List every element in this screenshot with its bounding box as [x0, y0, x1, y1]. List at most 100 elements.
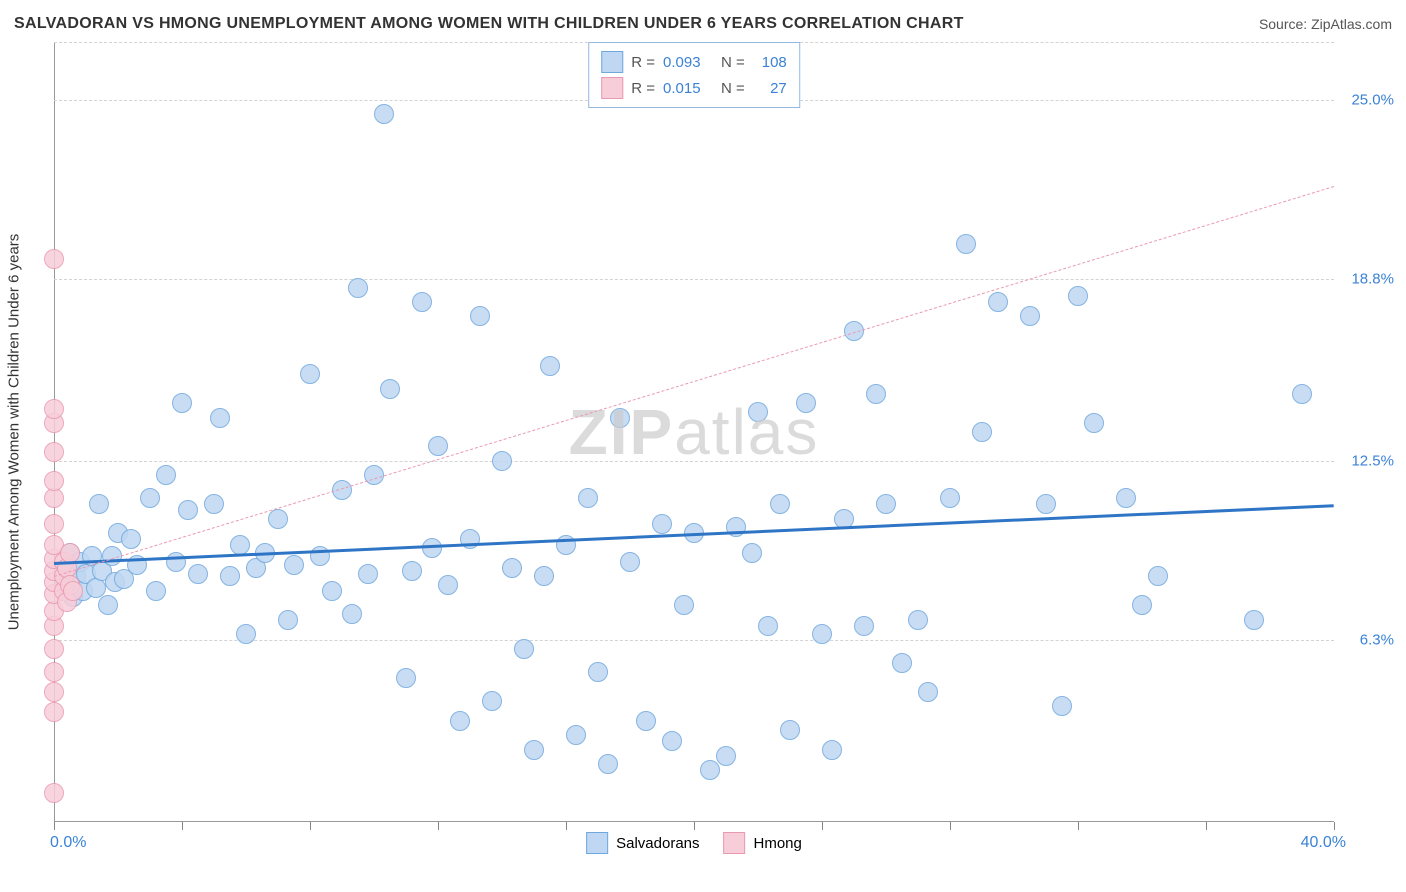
data-point: [972, 422, 992, 442]
data-point: [652, 514, 672, 534]
data-point: [892, 653, 912, 673]
data-point: [44, 249, 64, 269]
watermark: ZIPatlas: [569, 395, 820, 469]
y-tick-label: 18.8%: [1351, 270, 1394, 287]
data-point: [396, 668, 416, 688]
legend-swatch: [724, 832, 746, 854]
trend-line: [54, 504, 1334, 565]
data-point: [1084, 413, 1104, 433]
legend-n-label: N =: [721, 80, 745, 97]
data-point: [1020, 306, 1040, 326]
data-point: [380, 379, 400, 399]
data-point: [1116, 488, 1136, 508]
data-point: [770, 494, 790, 514]
data-point: [502, 558, 522, 578]
data-point: [89, 494, 109, 514]
data-point: [988, 292, 1008, 312]
data-point: [412, 292, 432, 312]
data-point: [44, 783, 64, 803]
legend-swatch: [601, 51, 623, 73]
data-point: [716, 746, 736, 766]
data-point: [438, 575, 458, 595]
data-point: [598, 754, 618, 774]
x-axis-end-label: 40.0%: [1301, 834, 1346, 852]
legend-n-value: 108: [753, 54, 787, 71]
legend-r-label: R =: [631, 80, 655, 97]
y-tick-label: 25.0%: [1351, 91, 1394, 108]
legend-row: R =0.015N =27: [601, 75, 787, 101]
data-point: [854, 616, 874, 636]
data-point: [578, 488, 598, 508]
data-point: [700, 760, 720, 780]
data-point: [610, 408, 630, 428]
data-point: [822, 740, 842, 760]
x-tick: [822, 822, 823, 830]
data-point: [534, 566, 554, 586]
data-point: [268, 509, 288, 529]
data-point: [758, 616, 778, 636]
data-point: [44, 442, 64, 462]
series-legend-label: Hmong: [754, 835, 802, 852]
legend-r-label: R =: [631, 54, 655, 71]
data-point: [812, 624, 832, 644]
grid-line: [54, 279, 1334, 280]
data-point: [742, 543, 762, 563]
series-legend-item: Salvadorans: [586, 832, 699, 854]
data-point: [1068, 286, 1088, 306]
data-point: [44, 514, 64, 534]
x-tick: [694, 822, 695, 830]
chart-title: SALVADORAN VS HMONG UNEMPLOYMENT AMONG W…: [14, 15, 964, 33]
data-point: [540, 356, 560, 376]
data-point: [482, 691, 502, 711]
data-point: [44, 488, 64, 508]
data-point: [284, 555, 304, 575]
data-point: [210, 408, 230, 428]
data-point: [322, 581, 342, 601]
data-point: [63, 581, 83, 601]
data-point: [204, 494, 224, 514]
x-axis-start-label: 0.0%: [50, 834, 86, 852]
data-point: [662, 731, 682, 751]
y-tick-label: 6.3%: [1360, 632, 1394, 649]
data-point: [1052, 696, 1072, 716]
grid-line: [54, 461, 1334, 462]
data-point: [1244, 610, 1264, 630]
data-point: [44, 682, 64, 702]
data-point: [1132, 595, 1152, 615]
data-point: [940, 488, 960, 508]
data-point: [166, 552, 186, 572]
data-point: [278, 610, 298, 630]
x-tick: [438, 822, 439, 830]
correlation-legend: R = 0.093 N = 108 R =0.015N =27: [588, 42, 800, 108]
data-point: [796, 393, 816, 413]
x-tick: [54, 822, 55, 830]
y-axis-label: Unemployment Among Women with Children U…: [6, 234, 23, 631]
data-point: [450, 711, 470, 731]
data-point: [428, 436, 448, 456]
data-point: [220, 566, 240, 586]
x-tick: [1206, 822, 1207, 830]
legend-r-value: 0.093: [663, 54, 713, 71]
data-point: [44, 399, 64, 419]
data-point: [780, 720, 800, 740]
data-point: [140, 488, 160, 508]
data-point: [121, 529, 141, 549]
data-point: [146, 581, 166, 601]
data-point: [1148, 566, 1168, 586]
legend-swatch: [586, 832, 608, 854]
data-point: [524, 740, 544, 760]
data-point: [876, 494, 896, 514]
x-tick: [950, 822, 951, 830]
data-point: [1036, 494, 1056, 514]
data-point: [44, 702, 64, 722]
data-point: [402, 561, 422, 581]
x-tick: [182, 822, 183, 830]
x-tick: [566, 822, 567, 830]
legend-row: R = 0.093 N = 108: [601, 49, 787, 75]
data-point: [348, 278, 368, 298]
data-point: [86, 578, 106, 598]
legend-n-label: N =: [721, 54, 745, 71]
data-point: [918, 682, 938, 702]
data-point: [172, 393, 192, 413]
data-point: [44, 662, 64, 682]
